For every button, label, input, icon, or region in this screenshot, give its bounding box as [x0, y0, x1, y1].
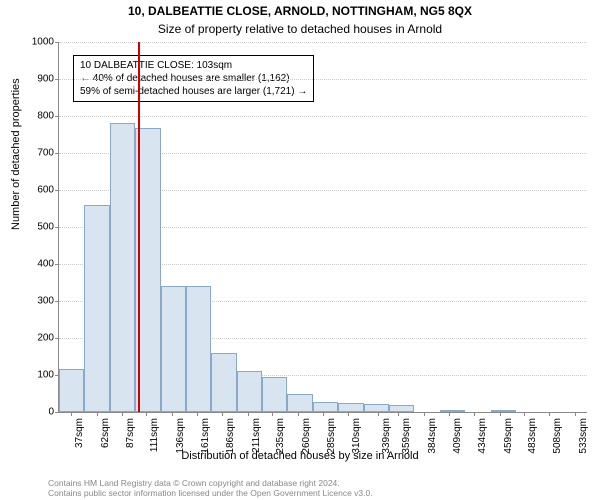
histogram-bar	[161, 286, 186, 412]
x-tick-label: 459sqm	[503, 418, 514, 458]
x-tick-label: 384sqm	[427, 418, 438, 458]
y-tick-mark	[55, 116, 59, 117]
x-tick-mark	[146, 412, 147, 416]
y-tick-label: 400	[14, 259, 54, 270]
annotation-line3: 59% of semi-detached houses are larger (…	[80, 85, 307, 98]
histogram-bar	[338, 403, 363, 412]
histogram-bar	[440, 410, 465, 412]
histogram-bar	[211, 353, 236, 412]
x-tick-mark	[449, 412, 450, 416]
y-tick-label: 0	[14, 407, 54, 418]
x-tick-label: 87sqm	[125, 418, 136, 458]
histogram-bar	[364, 404, 389, 412]
y-tick-mark	[55, 338, 59, 339]
x-tick-mark	[222, 412, 223, 416]
x-tick-mark	[575, 412, 576, 416]
x-tick-label: 62sqm	[100, 418, 111, 458]
y-tick-label: 300	[14, 296, 54, 307]
histogram-bar	[491, 410, 516, 412]
histogram-bar	[237, 371, 262, 412]
x-tick-label: 508sqm	[552, 418, 563, 458]
y-tick-mark	[55, 227, 59, 228]
histogram-bar	[262, 377, 287, 412]
x-tick-mark	[298, 412, 299, 416]
x-tick-label: 37sqm	[74, 418, 85, 458]
y-tick-label: 100	[14, 370, 54, 381]
x-tick-mark	[549, 412, 550, 416]
y-tick-mark	[55, 79, 59, 80]
x-tick-mark	[424, 412, 425, 416]
y-tick-label: 600	[14, 185, 54, 196]
footer-attribution: Contains HM Land Registry data © Crown c…	[48, 478, 373, 498]
y-tick-mark	[55, 301, 59, 302]
x-tick-label: 161sqm	[200, 418, 211, 458]
x-tick-mark	[323, 412, 324, 416]
x-tick-label: 260sqm	[301, 418, 312, 458]
x-tick-label: 235sqm	[275, 418, 286, 458]
x-tick-label: 409sqm	[452, 418, 463, 458]
histogram-bar	[84, 205, 109, 412]
y-tick-mark	[55, 264, 59, 265]
x-tick-label: 483sqm	[527, 418, 538, 458]
y-tick-label: 700	[14, 148, 54, 159]
x-tick-mark	[71, 412, 72, 416]
x-tick-mark	[197, 412, 198, 416]
x-tick-label: 359sqm	[401, 418, 412, 458]
y-tick-label: 900	[14, 74, 54, 85]
x-tick-label: 339sqm	[381, 418, 392, 458]
x-tick-label: 434sqm	[477, 418, 488, 458]
footer-line1: Contains HM Land Registry data © Crown c…	[48, 478, 373, 488]
footer-line2: Contains public sector information licen…	[48, 488, 373, 498]
plot-area: 10 DALBEATTIE CLOSE: 103sqm ← 40% of det…	[58, 42, 587, 413]
x-tick-mark	[474, 412, 475, 416]
histogram-bar	[313, 402, 338, 412]
x-tick-mark	[122, 412, 123, 416]
title-main: 10, DALBEATTIE CLOSE, ARNOLD, NOTTINGHAM…	[0, 4, 600, 18]
histogram-bar	[110, 123, 135, 412]
annotation-line1: 10 DALBEATTIE CLOSE: 103sqm	[80, 59, 307, 72]
x-tick-label: 310sqm	[351, 418, 362, 458]
x-tick-mark	[248, 412, 249, 416]
x-tick-label: 111sqm	[149, 418, 160, 458]
x-tick-label: 533sqm	[578, 418, 589, 458]
x-tick-label: 211sqm	[251, 418, 262, 458]
x-tick-mark	[524, 412, 525, 416]
y-tick-mark	[55, 153, 59, 154]
marker-line	[138, 42, 140, 412]
y-tick-mark	[55, 42, 59, 43]
y-tick-label: 200	[14, 333, 54, 344]
x-tick-label: 136sqm	[175, 418, 186, 458]
histogram-bar	[186, 286, 211, 412]
x-tick-mark	[398, 412, 399, 416]
y-tick-label: 500	[14, 222, 54, 233]
x-tick-mark	[97, 412, 98, 416]
y-tick-label: 1000	[14, 37, 54, 48]
histogram-bar	[59, 369, 84, 412]
x-tick-mark	[172, 412, 173, 416]
histogram-bar	[389, 405, 414, 412]
y-tick-mark	[55, 190, 59, 191]
x-tick-label: 186sqm	[225, 418, 236, 458]
y-tick-label: 800	[14, 111, 54, 122]
histogram-bar	[287, 394, 312, 412]
x-tick-mark	[348, 412, 349, 416]
x-tick-mark	[500, 412, 501, 416]
y-tick-mark	[55, 412, 59, 413]
title-sub: Size of property relative to detached ho…	[0, 22, 600, 36]
x-tick-mark	[378, 412, 379, 416]
x-tick-label: 285sqm	[326, 418, 337, 458]
x-tick-mark	[272, 412, 273, 416]
